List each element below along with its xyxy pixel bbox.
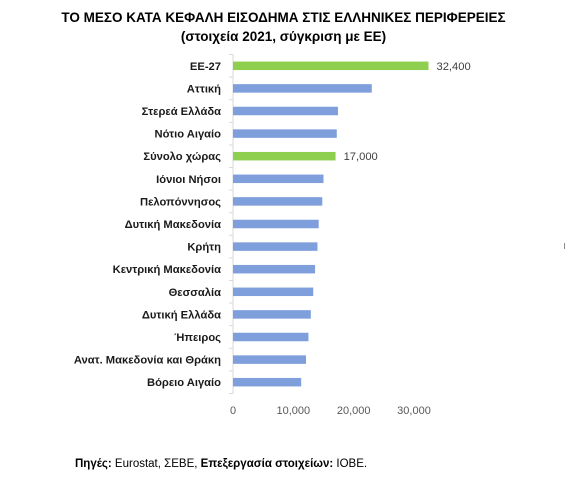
x-tick-label: 10,000	[277, 405, 311, 417]
category-label: Πελοπόννησος	[140, 196, 221, 208]
bar	[233, 332, 309, 342]
chart-title-line: ΤΟ ΜΕΣΟ ΚΑΤΑ ΚΕΦΑΛΗ ΕΙΣΟΔΗΜΑ ΣΤΙΣ ΕΛΛΗΝΙ…	[61, 10, 506, 25]
source-label: Πηγές:	[75, 458, 112, 470]
category-label: Κρήτη	[187, 242, 221, 254]
source-text: Eurostat, ΣΕΒΕ,	[111, 458, 201, 470]
category-label: Δυτική Μακεδονία	[125, 219, 222, 231]
bar	[233, 129, 337, 138]
category-label: Βόρειο Αιγαίο	[147, 377, 221, 389]
bar	[233, 377, 302, 387]
x-tick-label: 0	[230, 405, 236, 417]
bar	[233, 84, 372, 93]
processing-label: Επεξεργασία στοιχείων:	[200, 458, 334, 470]
chart-title: ΤΟ ΜΕΣΟ ΚΑΤΑ ΚΕΦΑΛΗ ΕΙΣΟΔΗΜΑ ΣΤΙΣ ΕΛΛΗΝΙ…	[0, 8, 567, 46]
data-label: 17,000	[344, 151, 378, 163]
chart-subtitle: (στοιχεία 2021, σύγκριση με ΕΕ)	[180, 29, 387, 44]
bar	[233, 197, 323, 206]
bar	[233, 242, 318, 251]
processing-text: ΙΟΒΕ.	[333, 458, 368, 470]
category-label: Θεσσαλία	[169, 287, 222, 299]
category-label: Στερεά Ελλάδα	[142, 106, 221, 118]
x-tick-label: 30,000	[397, 405, 431, 417]
x-tick-label: 20,000	[337, 405, 371, 417]
bar	[233, 174, 324, 184]
bar	[233, 287, 314, 297]
category-label: Ήπειρος	[174, 332, 221, 344]
bar	[233, 219, 319, 229]
bar	[233, 264, 316, 274]
edge-mark	[564, 243, 565, 249]
data-label: 32,400	[436, 61, 470, 73]
bar	[233, 310, 311, 319]
category-label: Ανατ. Μακεδονία και Θράκη	[74, 355, 221, 367]
bar	[233, 151, 336, 161]
category-label: Αττική	[187, 83, 221, 95]
bar	[233, 106, 338, 116]
category-label: Δυτική Ελλάδα	[142, 309, 221, 321]
source-note: Πηγές: Eurostat, ΣΕΒΕ, Επεξεργασία στοιχ…	[75, 458, 367, 470]
category-label: Νότιο Αιγαίο	[155, 129, 222, 141]
bar	[233, 355, 307, 364]
category-label: Σύνολο χώρας	[143, 151, 221, 163]
bar	[233, 61, 429, 71]
category-label: Ιόνιοι Νήσοι	[156, 174, 221, 186]
category-label: ΕΕ-27	[190, 61, 221, 73]
category-label: Κεντρική Μακεδονία	[113, 264, 222, 276]
